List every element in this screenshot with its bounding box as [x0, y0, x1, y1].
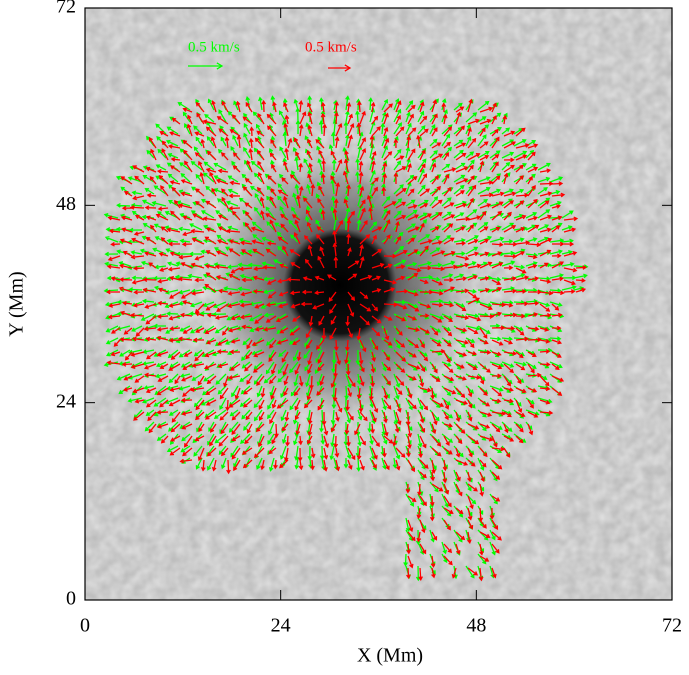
- plot-frame: [84, 7, 673, 601]
- x-tick-label: 0: [80, 615, 90, 637]
- y-tick-label: 72: [56, 0, 76, 18]
- x-tick-label: 24: [271, 615, 291, 637]
- legend-arrowhead: [344, 64, 352, 72]
- y-tick-label: 0: [66, 588, 76, 610]
- y-axis-label: Y (Mm): [6, 271, 28, 336]
- x-tick-label: 72: [662, 615, 682, 637]
- legend-label: 0.5 km/s: [188, 39, 240, 55]
- y-tick-label: 48: [56, 193, 76, 215]
- y-tick-label: 24: [56, 390, 76, 412]
- image: [85, 8, 672, 600]
- x-axis-label: X (Mm): [357, 645, 423, 667]
- legend-arrowhead: [216, 62, 224, 70]
- x-tick-label: 48: [466, 615, 486, 637]
- legend-label: 0.5 km/s: [305, 39, 357, 55]
- velocity-arrows-red: [106, 98, 588, 582]
- sunspot: [85, 8, 672, 600]
